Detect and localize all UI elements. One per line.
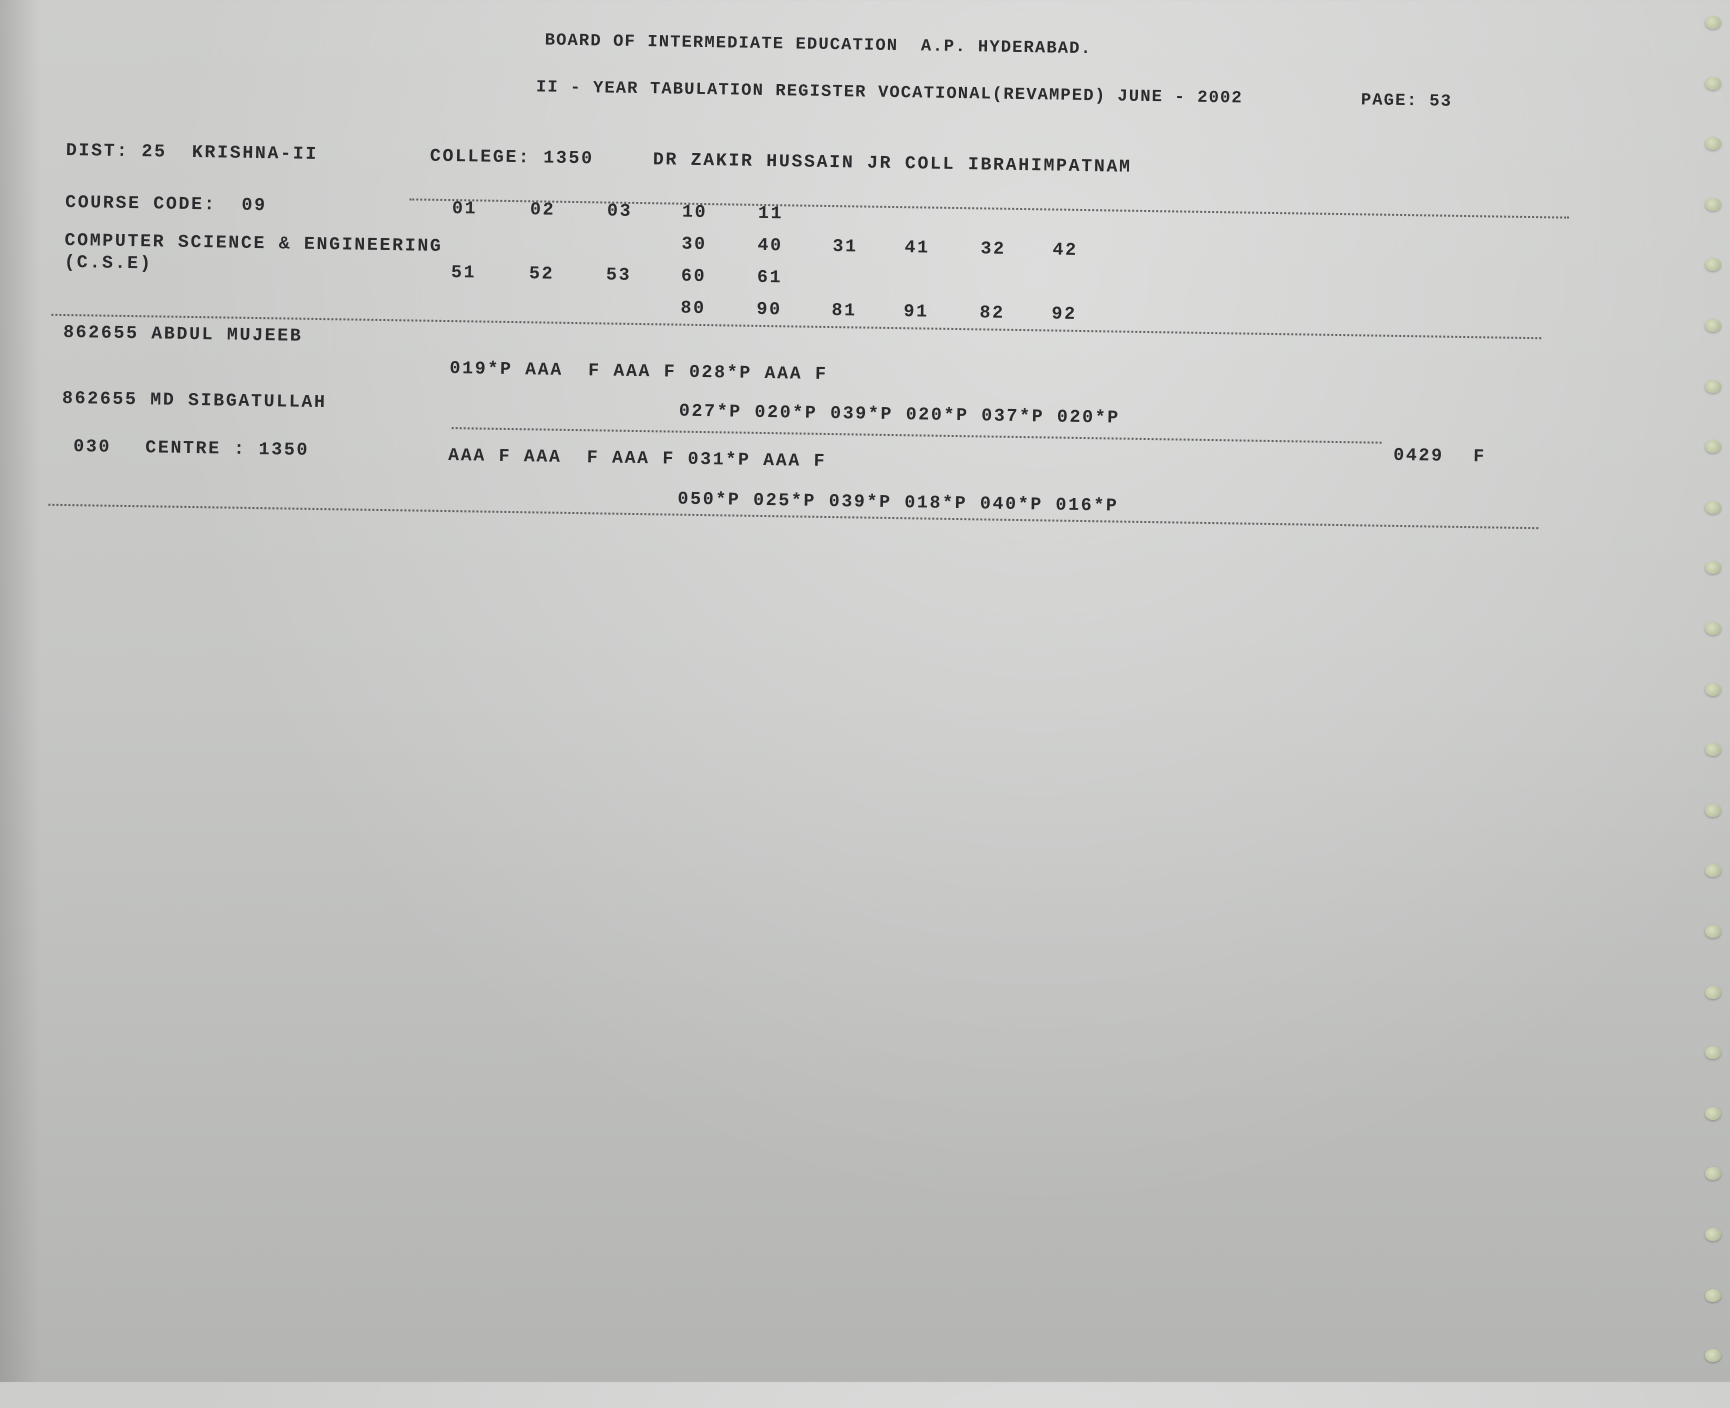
student-id-name: 862655 ABDUL MUJEEB [62,322,303,347]
student-marks: 019*P AAA F AAA F 028*P AAA F [449,359,828,385]
perforation-hole-icon [1705,1228,1721,1241]
subject-code: 51 [450,263,477,284]
subject-code: 81 [831,301,857,322]
subject-code: 41 [904,238,930,259]
subject-code: 01 [451,199,478,220]
subject-code: 32 [980,239,1006,260]
perforation-hole-icon [1705,1288,1721,1302]
subject-code: 42 [1052,240,1078,261]
subject-code: 90 [756,299,782,321]
college-name: DR ZAKIR HUSSAIN JR COLL IBRAHIMPATNAM [652,150,1132,178]
centre-marks: 050*P 025*P 039*P 018*P 040*P 016*P [677,489,1119,517]
district: DIST: 25 KRISHNA-II [65,141,319,165]
perforation-hole-icon [1705,622,1721,635]
subject-code: 30 [681,234,707,256]
subject-code: 53 [605,265,632,286]
perforation-hole-icon [1705,743,1721,757]
subject-code-grid: 01 02 03 10 11 30 40 31 41 32 42 51 52 53 60 61 80 90 81 91… [2,0,1730,325]
perforation-hole-icon [1705,985,1721,999]
course-abbr: (C.S.E) [64,252,153,275]
subject-code: 03 [606,201,633,222]
perforation-hole-icon [1705,500,1721,514]
perforation-hole-icon [1705,1106,1721,1120]
perforation-hole-icon [1705,440,1721,454]
perforation-hole-icon [1705,258,1721,272]
subject-code: 52 [528,264,555,285]
perforation-hole-icon [1705,925,1721,938]
centre-number: 030 [73,437,112,458]
subject-code: 92 [1051,304,1077,325]
centre-code: CENTRE : 1350 [145,438,310,461]
perforation-hole-icon [1705,379,1721,393]
student-id-name: 862655 MD SIBGATULLAH [61,388,327,414]
dashed-rule [451,427,1382,444]
subject-code: 10 [681,202,708,224]
subject-code: 61 [756,267,783,289]
subject-code: 80 [680,298,706,320]
perforation-hole-icon [1705,682,1721,696]
result: F [1473,447,1487,468]
board-title: BOARD OF INTERMEDIATE EDUCATION A.P. HYD… [544,31,1093,60]
scan-shadow [0,0,40,1382]
register-title: II - YEAR TABULATION REGISTER VOCATIONAL… [535,78,1244,109]
subject-code: 60 [680,266,707,288]
course-name: COMPUTER SCIENCE & ENGINEERING [64,230,443,257]
subject-code: 02 [529,200,556,221]
subject-code: 91 [903,302,929,323]
perforation-hole-icon [1705,137,1721,151]
college-code: COLLEGE: 1350 [429,146,594,170]
perforation-hole-icon [1705,803,1721,817]
subject-code: 82 [979,303,1005,324]
course-code: COURSE CODE: 09 [65,192,267,217]
perforation-hole-icon [1705,16,1721,29]
perforation-hole-icon [1705,1167,1721,1181]
subject-code: 11 [757,203,784,225]
perforation-hole-icon [1705,76,1721,90]
page-number: PAGE: 53 [1360,91,1453,112]
centre-marks: AAA F AAA F AAA F 031*P AAA F [448,446,827,472]
perforation-hole-icon [1705,1349,1721,1363]
perforation-hole-icon [1705,864,1721,878]
perforation-hole-icon [1705,561,1721,575]
subject-code: 31 [832,237,858,258]
subject-code: 40 [757,235,783,257]
perforation-hole-icon [1705,319,1721,332]
perforation-hole-icon [1705,197,1721,211]
student-marks: 027*P 020*P 039*P 020*P 037*P 020*P [678,401,1121,429]
total-marks: 0429 [1393,445,1444,467]
perforation-hole-icon [1705,1046,1721,1060]
dashed-rule [409,198,1570,219]
